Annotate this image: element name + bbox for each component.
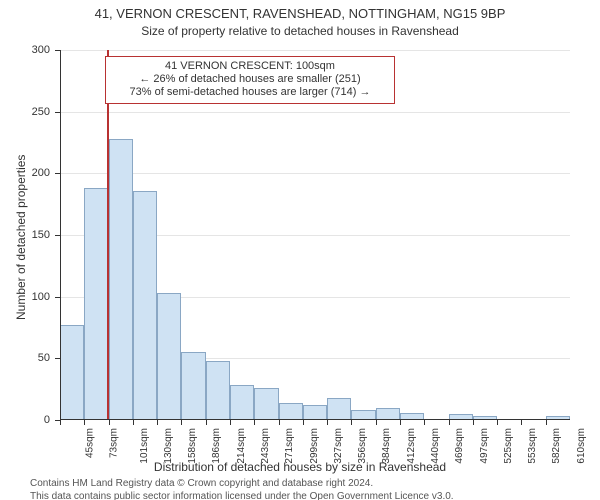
x-tick — [303, 420, 304, 425]
x-tick — [279, 420, 280, 425]
x-tick-label: 271sqm — [284, 428, 295, 464]
x-tick — [230, 420, 231, 425]
gridline — [60, 173, 570, 174]
x-axis-label: Distribution of detached houses by size … — [0, 460, 600, 474]
x-tick — [133, 420, 134, 425]
x-tick-label: 525sqm — [503, 428, 514, 464]
x-tick-label: 384sqm — [382, 428, 393, 464]
bar — [84, 188, 108, 420]
footer-line-2: This data contains public sector informa… — [30, 491, 454, 500]
x-tick-label: 582sqm — [552, 428, 563, 464]
y-tick-label: 300 — [20, 44, 50, 56]
x-tick-label: 158sqm — [187, 428, 198, 464]
plot-canvas: 05010015020025030045sqm73sqm101sqm130sqm… — [60, 50, 570, 420]
x-tick — [424, 420, 425, 425]
y-tick-label: 100 — [20, 291, 50, 303]
x-tick-label: 130sqm — [163, 428, 174, 464]
x-tick — [497, 420, 498, 425]
x-tick-label: 412sqm — [406, 428, 417, 464]
bar — [109, 139, 133, 420]
x-tick — [449, 420, 450, 425]
page-subtitle: Size of property relative to detached ho… — [0, 24, 600, 38]
bar — [327, 398, 351, 420]
x-tick-label: 186sqm — [212, 428, 223, 464]
annotation-box: 41 VERNON CRESCENT: 100sqm ← 26% of deta… — [105, 56, 395, 104]
bar — [133, 191, 157, 420]
x-tick-label: 610sqm — [576, 428, 587, 464]
x-tick — [157, 420, 158, 425]
x-tick-label: 101sqm — [139, 428, 150, 464]
x-tick — [376, 420, 377, 425]
y-tick-label: 0 — [20, 414, 50, 426]
y-tick-label: 200 — [20, 167, 50, 179]
x-tick — [254, 420, 255, 425]
x-axis — [60, 419, 570, 420]
x-tick-label: 243sqm — [260, 428, 271, 464]
x-tick — [327, 420, 328, 425]
bar — [254, 388, 278, 420]
x-tick — [521, 420, 522, 425]
x-tick-label: 469sqm — [454, 428, 465, 464]
x-tick-label: 553sqm — [527, 428, 538, 464]
x-tick — [206, 420, 207, 425]
x-tick — [400, 420, 401, 425]
marker-line — [107, 50, 109, 420]
x-tick — [351, 420, 352, 425]
bar — [181, 352, 205, 420]
annotation-line-2: ← 26% of detached houses are smaller (25… — [112, 73, 388, 86]
footer-text: Contains HM Land Registry data © Crown c… — [30, 478, 454, 500]
plot-area: 05010015020025030045sqm73sqm101sqm130sqm… — [60, 50, 570, 420]
y-tick-label: 50 — [20, 352, 50, 364]
x-tick — [109, 420, 110, 425]
footer-line-1: Contains HM Land Registry data © Crown c… — [30, 478, 454, 491]
x-tick-label: 73sqm — [109, 428, 120, 458]
x-tick-label: 356sqm — [357, 428, 368, 464]
annotation-line-3: 73% of semi-detached houses are larger (… — [112, 86, 388, 99]
x-tick — [84, 420, 85, 425]
bar — [60, 325, 84, 420]
chart-page: 41, VERNON CRESCENT, RAVENSHEAD, NOTTING… — [0, 0, 600, 500]
gridline — [60, 112, 570, 113]
x-tick-label: 497sqm — [479, 428, 490, 464]
y-tick-label: 250 — [20, 106, 50, 118]
x-tick-label: 299sqm — [309, 428, 320, 464]
gridline — [60, 50, 570, 51]
annotation-line-1: 41 VERNON CRESCENT: 100sqm — [112, 60, 388, 73]
y-tick-label: 150 — [20, 229, 50, 241]
bar — [230, 385, 254, 420]
bar — [157, 293, 181, 420]
x-tick-label: 327sqm — [333, 428, 344, 464]
bar — [206, 361, 230, 420]
bar — [303, 405, 327, 420]
page-title: 41, VERNON CRESCENT, RAVENSHEAD, NOTTING… — [0, 6, 600, 21]
x-tick — [60, 420, 61, 425]
y-axis — [60, 50, 61, 420]
x-tick — [473, 420, 474, 425]
x-tick-label: 214sqm — [236, 428, 247, 464]
x-tick-label: 45sqm — [85, 428, 96, 458]
x-tick — [546, 420, 547, 425]
x-tick-label: 440sqm — [430, 428, 441, 464]
bar — [279, 403, 303, 420]
x-tick — [181, 420, 182, 425]
